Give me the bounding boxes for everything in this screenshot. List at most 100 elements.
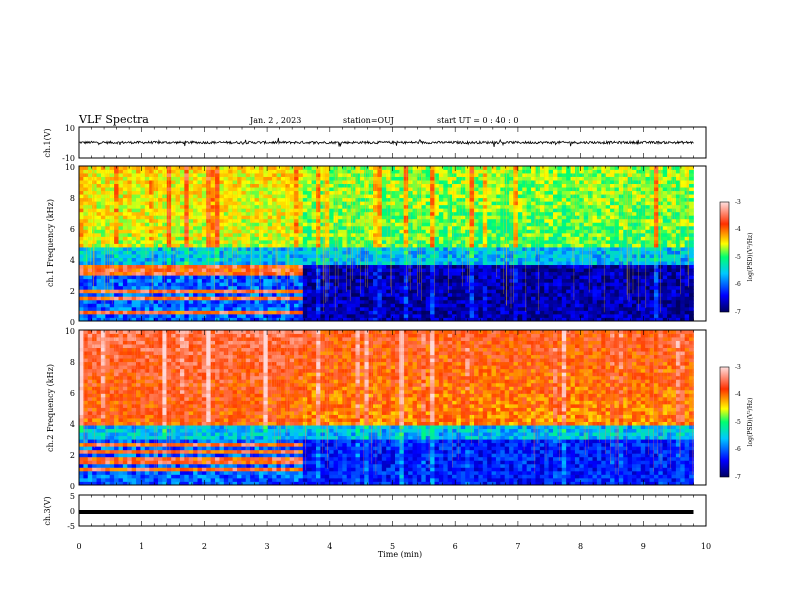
spectrogram-cell xyxy=(122,166,128,170)
spectrogram-cell xyxy=(438,257,444,262)
spectrogram-cell xyxy=(531,250,536,255)
spectrogram-cell xyxy=(83,306,89,311)
spectrogram-cell xyxy=(539,275,545,280)
spectrogram-cell xyxy=(553,173,558,177)
spectrogram-cell xyxy=(193,197,198,202)
spectrogram-cell xyxy=(517,289,523,294)
spectrogram-cell xyxy=(201,208,207,213)
spectrogram-cell xyxy=(412,169,418,174)
spectrogram-cell xyxy=(416,247,422,251)
spectrogram-cell xyxy=(162,215,168,220)
date-label: Jan. 2 , 2023 xyxy=(249,116,301,125)
spectrogram-cell xyxy=(79,180,84,185)
spectrogram-cell xyxy=(149,306,155,311)
spectrogram-cell xyxy=(223,306,229,311)
spectrogram-cell xyxy=(386,173,392,177)
spectrogram-cell xyxy=(237,310,242,315)
ch1-waveform-ticks xyxy=(78,127,707,158)
spectrogram-cell xyxy=(386,180,392,185)
spectrogram-cell xyxy=(416,275,422,280)
spectrogram-cell xyxy=(478,278,484,283)
spectrogram-cell xyxy=(83,264,89,269)
spectrogram-cell xyxy=(215,292,220,297)
spectrogram-cell xyxy=(96,176,102,181)
spectrogram-cell xyxy=(219,243,225,248)
spectrogram-cell xyxy=(316,278,321,283)
spectrogram-cell xyxy=(373,208,378,213)
spectrogram-cell xyxy=(355,166,361,170)
spectrogram-cell xyxy=(434,211,440,216)
spectrogram-cell xyxy=(395,254,400,258)
spectrogram-cell xyxy=(460,173,466,177)
spectrogram-cell xyxy=(193,232,198,237)
spectrogram-cell xyxy=(250,275,255,280)
spectrogram-cell xyxy=(491,215,497,220)
spectrogram-cell xyxy=(359,229,365,234)
spectrogram-cell xyxy=(368,208,374,213)
spectrogram-cell xyxy=(548,197,554,202)
spectrogram-cell xyxy=(201,236,207,241)
spectrogram-cell xyxy=(197,218,203,223)
spectrogram-cell xyxy=(434,218,440,223)
spectrogram-cell xyxy=(491,201,497,206)
spectrogram-cell xyxy=(215,317,220,322)
spectrogram-cell xyxy=(96,183,102,188)
spectrogram-cell xyxy=(346,257,352,262)
spectrogram-cell xyxy=(127,173,133,177)
spectrogram-cell xyxy=(553,296,558,301)
spectrogram-cell xyxy=(355,278,361,283)
spectrogram-cell xyxy=(298,190,304,195)
spectrogram-cell xyxy=(390,243,396,248)
spectrogram-cell xyxy=(399,194,405,199)
spectrogram-cell xyxy=(311,296,317,301)
spectrogram-cell xyxy=(179,201,185,206)
spectrogram-cell xyxy=(206,201,212,206)
spectrogram-cell xyxy=(346,176,352,181)
spectrogram-cell xyxy=(179,289,185,294)
spectrogram-cell xyxy=(210,313,216,318)
spectrogram-cell xyxy=(373,257,378,262)
spectrogram-cell xyxy=(250,208,255,213)
spectrogram-cell xyxy=(561,268,567,273)
spectrogram-cell xyxy=(83,303,89,308)
spectrogram-cell xyxy=(105,282,111,287)
spectrogram-cell xyxy=(399,173,405,177)
spectrogram-cell xyxy=(175,306,181,311)
spectrogram-cell xyxy=(416,285,422,290)
spectrogram-cell xyxy=(140,166,146,170)
spectrogram-cell xyxy=(179,194,185,199)
spectrogram-cell xyxy=(557,236,563,241)
spectrogram-cell xyxy=(495,296,501,301)
spectrogram-cell xyxy=(337,268,343,273)
spectrogram-cell xyxy=(210,250,216,255)
spectrogram-cell xyxy=(228,169,234,174)
spectrogram-cell xyxy=(223,194,229,199)
spectrogram-cell xyxy=(416,313,422,318)
spectrogram-cell xyxy=(179,190,185,195)
spectrogram-cell xyxy=(337,204,343,209)
spectrogram-cell xyxy=(316,261,321,266)
spectrogram-cell xyxy=(337,271,343,276)
spectrogram-cell xyxy=(188,225,194,230)
spectrogram-cell xyxy=(114,222,119,227)
spectrogram-cell xyxy=(390,299,396,304)
spectrogram-cell xyxy=(289,197,295,202)
spectrogram-cell xyxy=(430,257,435,262)
spectrogram-cell xyxy=(430,292,435,297)
spectrogram-cell xyxy=(162,236,168,241)
spectrogram-cell xyxy=(373,222,378,227)
spectrogram-cell xyxy=(316,173,321,177)
spectrogram-cell xyxy=(298,239,304,244)
spectrogram-cell xyxy=(504,310,510,315)
spectrogram-cell xyxy=(395,211,400,216)
spectrogram-cell xyxy=(241,271,247,276)
spectrogram-cell xyxy=(241,166,247,170)
spectrogram-cell xyxy=(381,236,387,241)
spectrogram-cell xyxy=(245,278,251,283)
spectrogram-cell xyxy=(469,166,475,170)
spectrogram-cell xyxy=(302,303,308,308)
spectrogram-cell xyxy=(544,299,550,304)
spectrogram-cell xyxy=(285,317,291,322)
spectrogram-cell xyxy=(193,268,198,273)
spectrogram-cell xyxy=(272,271,277,276)
